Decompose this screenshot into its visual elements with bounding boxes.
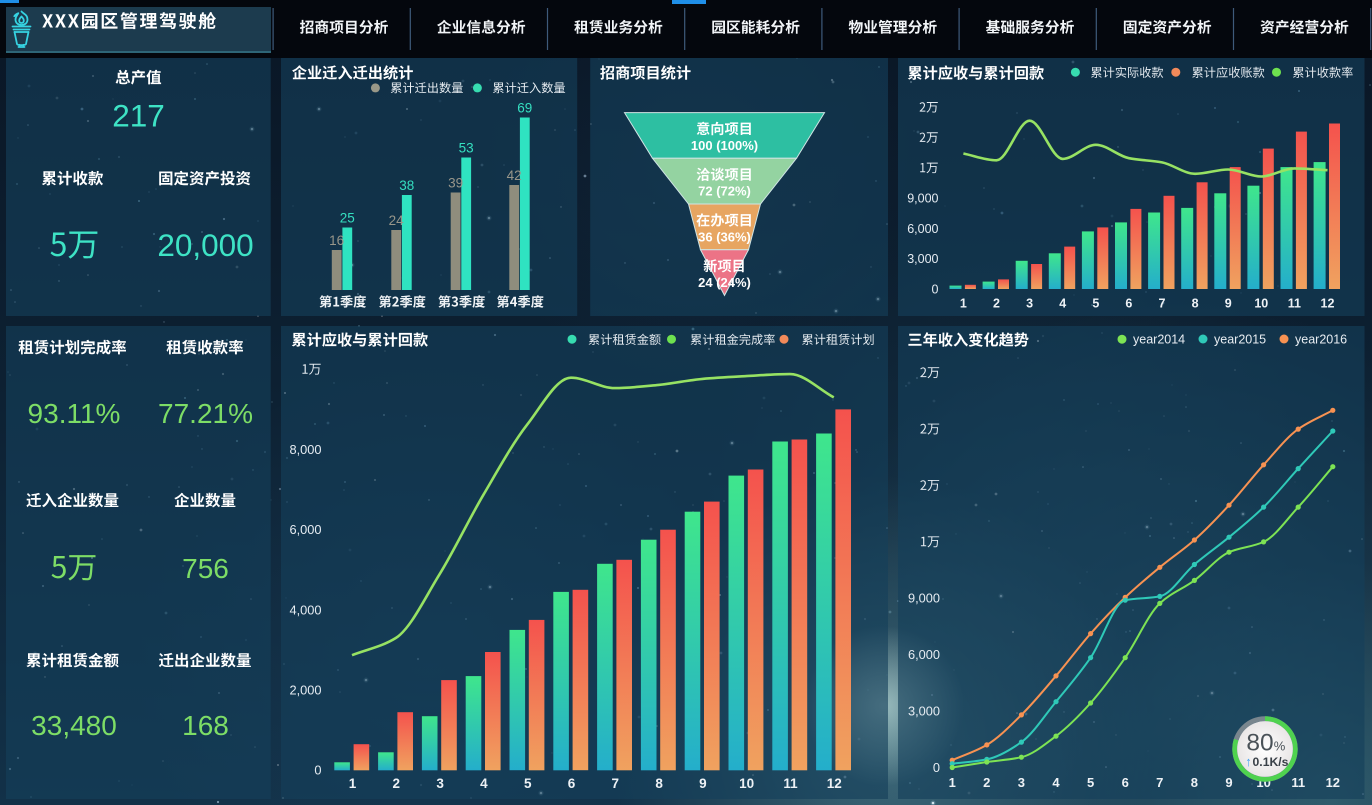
svg-text:168: 168 xyxy=(182,710,229,741)
svg-text:2,000: 2,000 xyxy=(289,683,321,698)
svg-text:6,000: 6,000 xyxy=(289,522,321,537)
svg-text:217: 217 xyxy=(112,98,165,134)
svg-text:8: 8 xyxy=(655,776,663,791)
svg-text:↑: ↑ xyxy=(1245,754,1252,769)
svg-text:80: 80 xyxy=(1246,730,1273,757)
svg-text:20,000: 20,000 xyxy=(157,227,253,263)
svg-text:93.11%: 93.11% xyxy=(28,398,121,429)
svg-text:2: 2 xyxy=(983,775,990,790)
svg-text:11: 11 xyxy=(1288,297,1301,311)
svg-text:10: 10 xyxy=(1254,297,1268,311)
svg-text:9,000: 9,000 xyxy=(907,192,938,206)
svg-text:3: 3 xyxy=(1018,775,1025,790)
svg-text:0.1K/s: 0.1K/s xyxy=(1253,755,1289,769)
svg-text:year2016: year2016 xyxy=(1295,333,1347,347)
svg-text:5: 5 xyxy=(1092,297,1099,311)
svg-text:9,000: 9,000 xyxy=(908,591,940,606)
svg-text:3,000: 3,000 xyxy=(908,704,940,719)
svg-text:4: 4 xyxy=(480,776,488,791)
svg-text:8: 8 xyxy=(1192,297,1199,311)
svg-text:%: % xyxy=(1274,739,1286,754)
svg-text:39: 39 xyxy=(448,176,463,191)
svg-text:38: 38 xyxy=(399,178,414,193)
svg-text:0: 0 xyxy=(933,760,940,775)
svg-text:42: 42 xyxy=(507,168,522,183)
svg-text:3: 3 xyxy=(436,776,444,791)
svg-text:6: 6 xyxy=(1122,775,1129,790)
svg-text:100 (100%): 100 (100%) xyxy=(691,138,758,153)
svg-text:3: 3 xyxy=(1026,297,1033,311)
svg-text:1: 1 xyxy=(349,776,357,791)
svg-text:2: 2 xyxy=(993,297,1000,311)
svg-text:0: 0 xyxy=(314,763,321,778)
svg-text:7: 7 xyxy=(612,776,620,791)
svg-text:4: 4 xyxy=(1052,775,1060,790)
svg-text:8,000: 8,000 xyxy=(289,442,321,457)
svg-text:53: 53 xyxy=(459,141,474,156)
svg-text:0: 0 xyxy=(932,282,939,296)
svg-text:24 (24%): 24 (24%) xyxy=(698,275,751,290)
svg-text:36 (36%): 36 (36%) xyxy=(698,229,751,244)
svg-text:year2015: year2015 xyxy=(1214,333,1266,347)
svg-text:1: 1 xyxy=(949,775,956,790)
svg-text:77.21%: 77.21% xyxy=(158,398,253,429)
svg-text:24: 24 xyxy=(389,213,405,228)
svg-text:9: 9 xyxy=(1225,297,1232,311)
svg-text:756: 756 xyxy=(182,553,229,584)
svg-text:6: 6 xyxy=(568,776,576,791)
svg-text:6,000: 6,000 xyxy=(908,647,940,662)
svg-text:12: 12 xyxy=(1326,775,1340,790)
svg-text:69: 69 xyxy=(517,101,532,116)
svg-text:9: 9 xyxy=(1225,775,1232,790)
svg-text:2: 2 xyxy=(393,776,401,791)
svg-text:1: 1 xyxy=(960,297,967,311)
svg-text:6,000: 6,000 xyxy=(907,222,938,236)
svg-text:12: 12 xyxy=(1321,297,1335,311)
svg-text:7: 7 xyxy=(1156,775,1163,790)
svg-text:72 (72%): 72 (72%) xyxy=(698,184,751,199)
svg-text:16: 16 xyxy=(329,233,344,248)
svg-text:4,000: 4,000 xyxy=(289,602,321,617)
svg-text:12: 12 xyxy=(827,776,842,791)
svg-text:33,480: 33,480 xyxy=(31,710,117,741)
svg-text:6: 6 xyxy=(1125,297,1132,311)
svg-text:10: 10 xyxy=(739,776,754,791)
svg-text:25: 25 xyxy=(340,211,355,226)
svg-text:8: 8 xyxy=(1191,775,1198,790)
svg-text:4: 4 xyxy=(1059,297,1066,311)
svg-text:11: 11 xyxy=(1291,775,1305,790)
svg-text:year2014: year2014 xyxy=(1133,333,1185,347)
svg-text:3,000: 3,000 xyxy=(907,252,938,266)
svg-text:11: 11 xyxy=(783,776,798,791)
svg-text:5: 5 xyxy=(1087,775,1094,790)
svg-text:5: 5 xyxy=(524,776,532,791)
svg-text:7: 7 xyxy=(1159,297,1166,311)
svg-text:9: 9 xyxy=(699,776,707,791)
